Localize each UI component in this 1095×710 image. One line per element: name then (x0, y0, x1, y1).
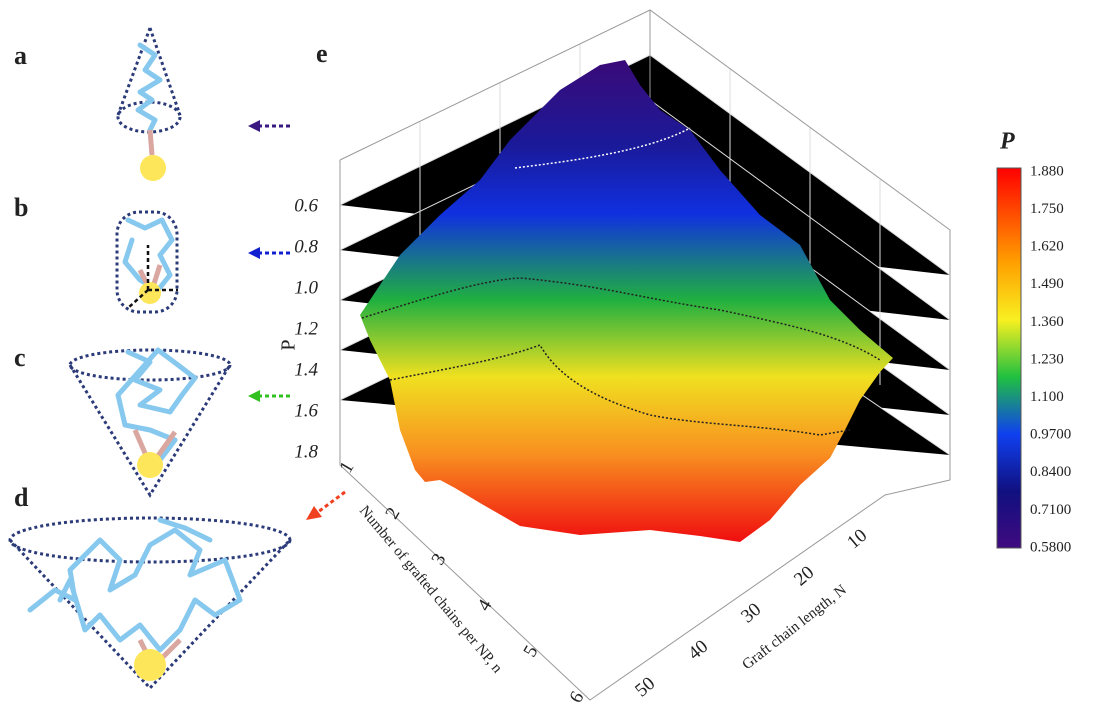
N-tick-label: 10 (843, 525, 871, 553)
z-tick-label: 1.0 (294, 277, 318, 298)
N-tick-label: 50 (631, 673, 659, 701)
colorbar-tick-label: 0.9700 (1030, 427, 1071, 443)
N-tick-label: 30 (737, 599, 765, 627)
z-tick-label: 0.6 (294, 195, 318, 216)
colorbar-tick-label: 1.620 (1030, 239, 1064, 255)
colorbar-tick-label: 1.230 (1030, 351, 1064, 367)
panel-label: a (14, 41, 27, 70)
colorbar-tick-label: 1.490 (1030, 276, 1064, 292)
molecule-a (116, 27, 182, 181)
n-axis-label: Number of grafted chains per NP, n (356, 503, 505, 677)
N-axis-label: Graft chain length, N (740, 582, 850, 673)
colorbar-tick-label: 1.360 (1030, 314, 1064, 330)
surface (360, 60, 893, 542)
colorbar (996, 167, 1022, 549)
colorbar-tick-label: 0.7100 (1030, 502, 1071, 518)
arrows (248, 120, 346, 520)
panel-label: b (14, 193, 28, 222)
colorbar-tick-label: 0.8400 (1030, 464, 1071, 480)
colorbar-tick-label: 1.880 (1030, 163, 1064, 179)
z-tick-label: 1.2 (294, 318, 318, 339)
z-tick-label: 1.6 (294, 400, 318, 421)
molecule-b (115, 210, 179, 314)
z-tick-label: 0.8 (294, 236, 318, 257)
n-tick-label: 2 (382, 504, 405, 523)
colorbar-tick-label: 0.5800 (1030, 539, 1071, 555)
z-axis-label: P (278, 339, 300, 350)
colorbar-tick-label: 1.100 (1030, 389, 1064, 405)
molecule-d (8, 516, 292, 691)
panel-label: d (14, 483, 29, 512)
z-tick-label: 1.4 (294, 359, 318, 380)
panel-label: c (14, 343, 26, 372)
colorbar-title: P (999, 129, 1015, 155)
colorbar-tick-label: 1.750 (1030, 201, 1064, 217)
n-tick-label: 4 (474, 596, 497, 615)
molecule-c (68, 347, 232, 498)
N-tick-label: 20 (790, 562, 818, 590)
n-tick-label: 6 (566, 688, 589, 707)
z-tick-label: 1.8 (294, 441, 318, 462)
n-tick-label: 3 (428, 550, 451, 569)
N-tick-label: 40 (684, 636, 712, 664)
n-tick-label: 1 (336, 458, 359, 477)
panel-label: e (316, 39, 328, 68)
